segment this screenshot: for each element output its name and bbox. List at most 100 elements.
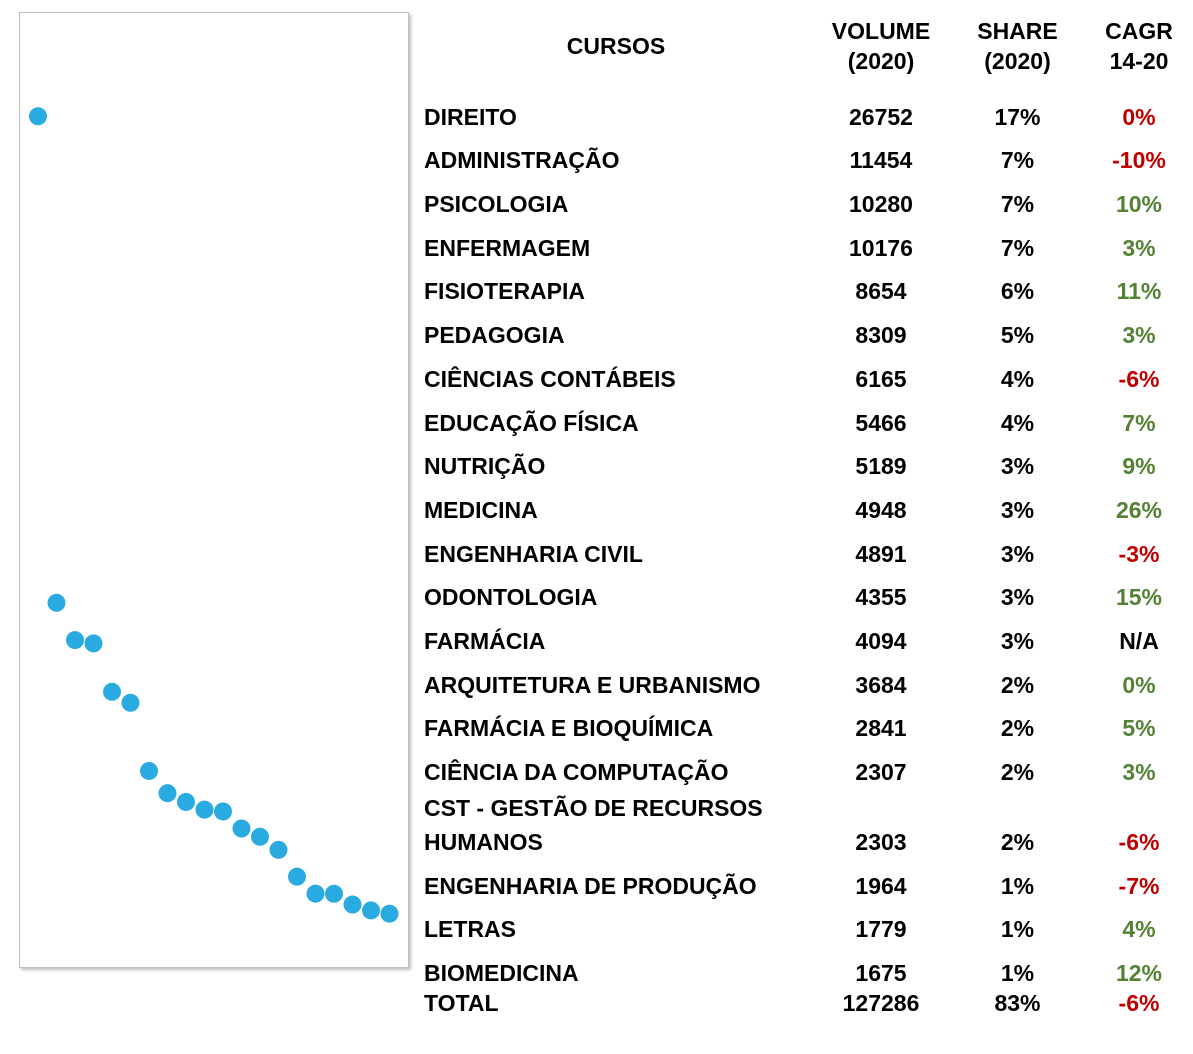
volume-cell: 4948 bbox=[855, 496, 907, 523]
volume-cell: 26752 bbox=[849, 103, 913, 130]
course-cell: ODONTOLOGIA bbox=[424, 584, 598, 611]
share-cell: 1% bbox=[1000, 916, 1035, 943]
volume-cell: 3684 bbox=[855, 671, 907, 698]
volume-cell: 4094 bbox=[855, 627, 907, 654]
share-cell: 3% bbox=[1000, 453, 1035, 480]
table-row: ENFERMAGEM 10176 7% 3% bbox=[420, 223, 1193, 267]
dot bbox=[158, 784, 177, 803]
volume-cell: 2307 bbox=[855, 759, 907, 785]
dot bbox=[140, 761, 158, 780]
table-row: CIÊNCIAS CONTÁBEIS 6165 4% -6% bbox=[420, 354, 1193, 398]
cagr-cell: -6% bbox=[1118, 365, 1160, 392]
course-cell: FARMÁCIA bbox=[424, 627, 546, 654]
volume-cell: 1779 bbox=[855, 916, 907, 943]
volume-cell: 10280 bbox=[849, 191, 913, 218]
share-cell: 17% bbox=[994, 103, 1041, 130]
share-cell: 1% bbox=[1000, 872, 1035, 899]
dot bbox=[121, 693, 140, 712]
share-cell: 83% bbox=[994, 990, 1041, 1017]
course-cell: NUTRIÇÃO bbox=[424, 453, 546, 480]
share-cell: 7% bbox=[1000, 234, 1035, 261]
table-row: ADMINISTRAÇÃO 11454 7% -10% bbox=[420, 136, 1193, 180]
cagr-cell: -7% bbox=[1118, 872, 1160, 899]
dot bbox=[84, 634, 103, 653]
volume-cell: 8309 bbox=[855, 322, 907, 349]
share-cell: 3% bbox=[1000, 584, 1035, 611]
dot bbox=[380, 904, 399, 923]
volume-cell: 5466 bbox=[855, 409, 907, 436]
cagr-cell: 3% bbox=[1122, 322, 1156, 349]
share-cell: 6% bbox=[1000, 278, 1035, 305]
cagr-cell: 0% bbox=[1122, 103, 1156, 130]
cagr-cell: 5% bbox=[1122, 715, 1156, 742]
course-cell: CST - GESTÃO DE RECURSOS HUMANOS bbox=[424, 795, 763, 855]
cagr-cell: 9% bbox=[1122, 453, 1156, 480]
cagr-cell: 26% bbox=[1115, 496, 1163, 523]
dot bbox=[29, 107, 47, 126]
share-cell: 3% bbox=[1000, 540, 1035, 567]
dot bbox=[47, 593, 66, 612]
course-cell: FISIOTERAPIA bbox=[424, 278, 586, 305]
share-cell: 5% bbox=[1000, 322, 1035, 349]
cagr-cell: 10% bbox=[1115, 191, 1163, 218]
cagr-cell: -6% bbox=[1118, 829, 1160, 855]
course-cell: ENFERMAGEM bbox=[424, 234, 591, 261]
course-cell: MEDICINA bbox=[424, 496, 538, 523]
cagr-cell: 3% bbox=[1122, 759, 1156, 785]
share-cell: 4% bbox=[1000, 365, 1035, 392]
volume-cell: 10176 bbox=[849, 234, 913, 261]
volume-cell: 2303 bbox=[855, 829, 907, 855]
table-row: FARMÁCIA 4094 3% N/A bbox=[420, 616, 1193, 660]
cagr-cell: 0% bbox=[1122, 671, 1156, 698]
table-row: ENGENHARIA DE PRODUÇÃO 1964 1% -7% bbox=[420, 861, 1193, 905]
volume-cell: 5189 bbox=[855, 453, 907, 480]
volume-cell: 127286 bbox=[842, 990, 920, 1017]
cagr-cell: -10% bbox=[1112, 147, 1166, 174]
column-header: CAGR 14-20 bbox=[1105, 18, 1173, 74]
course-cell: ENGENHARIA CIVIL bbox=[424, 540, 643, 567]
course-cell: EDUCAÇÃO FÍSICA bbox=[424, 409, 639, 436]
table-row: NUTRIÇÃO 5189 3% 9% bbox=[420, 442, 1193, 486]
course-cell: FARMÁCIA E BIOQUÍMICA bbox=[424, 715, 714, 742]
table: CURSOS VOLUME (2020) SHARE (2020) CAGR 14-2… bbox=[420, 0, 1193, 1017]
volume-cell: 4891 bbox=[855, 540, 907, 567]
volume-cell: 2841 bbox=[855, 715, 907, 742]
chart-box bbox=[19, 12, 409, 968]
cagr-cell: 12% bbox=[1115, 960, 1163, 987]
dot bbox=[232, 819, 251, 838]
header-row: CURSOS VOLUME (2020) SHARE (2020) CAGR 14-2… bbox=[420, 0, 1193, 92]
cagr-cell: 7% bbox=[1122, 409, 1156, 436]
table-row: TOTAL 127286 83% -6% bbox=[420, 990, 1193, 1017]
table-row: ODONTOLOGIA 4355 3% 15% bbox=[420, 573, 1193, 617]
dot bbox=[103, 682, 121, 701]
dot bbox=[214, 802, 232, 821]
share-cell: 3% bbox=[1000, 496, 1035, 523]
table-row: CIÊNCIA DA COMPUTAÇÃO 2307 2% 3% bbox=[420, 747, 1193, 791]
table-row: ARQUITETURA E URBANISMO 3684 2% 0% bbox=[420, 660, 1193, 704]
dot bbox=[362, 901, 380, 920]
table-row: MEDICINA 4948 3% 26% bbox=[420, 485, 1193, 529]
column-header: SHARE (2020) bbox=[977, 18, 1058, 74]
dot bbox=[343, 895, 362, 914]
dot bbox=[306, 884, 325, 903]
dot bbox=[288, 867, 306, 886]
share-cell: 4% bbox=[1000, 409, 1035, 436]
table-row: ENGENHARIA CIVIL 4891 3% -3% bbox=[420, 529, 1193, 573]
dot bbox=[251, 827, 269, 846]
volume-cell: 8654 bbox=[855, 278, 907, 305]
course-cell: DIREITO bbox=[424, 103, 517, 130]
cagr-cell: N/A bbox=[1119, 627, 1159, 654]
course-cell: PSICOLOGIA bbox=[424, 191, 569, 218]
dot bbox=[177, 792, 195, 811]
share-cell: 3% bbox=[1000, 627, 1035, 654]
course-cell: CIÊNCIAS CONTÁBEIS bbox=[424, 365, 676, 392]
share-cell: 1% bbox=[1000, 960, 1035, 987]
share-cell: 2% bbox=[1000, 715, 1035, 742]
course-cell: ADMINISTRAÇÃO bbox=[424, 147, 620, 174]
table-row: PSICOLOGIA 10280 7% 10% bbox=[420, 179, 1193, 223]
dot bbox=[325, 884, 343, 903]
dot bbox=[195, 800, 214, 819]
table-row: DIREITO 26752 17% 0% bbox=[420, 92, 1193, 136]
column-header: CURSOS bbox=[566, 33, 666, 59]
